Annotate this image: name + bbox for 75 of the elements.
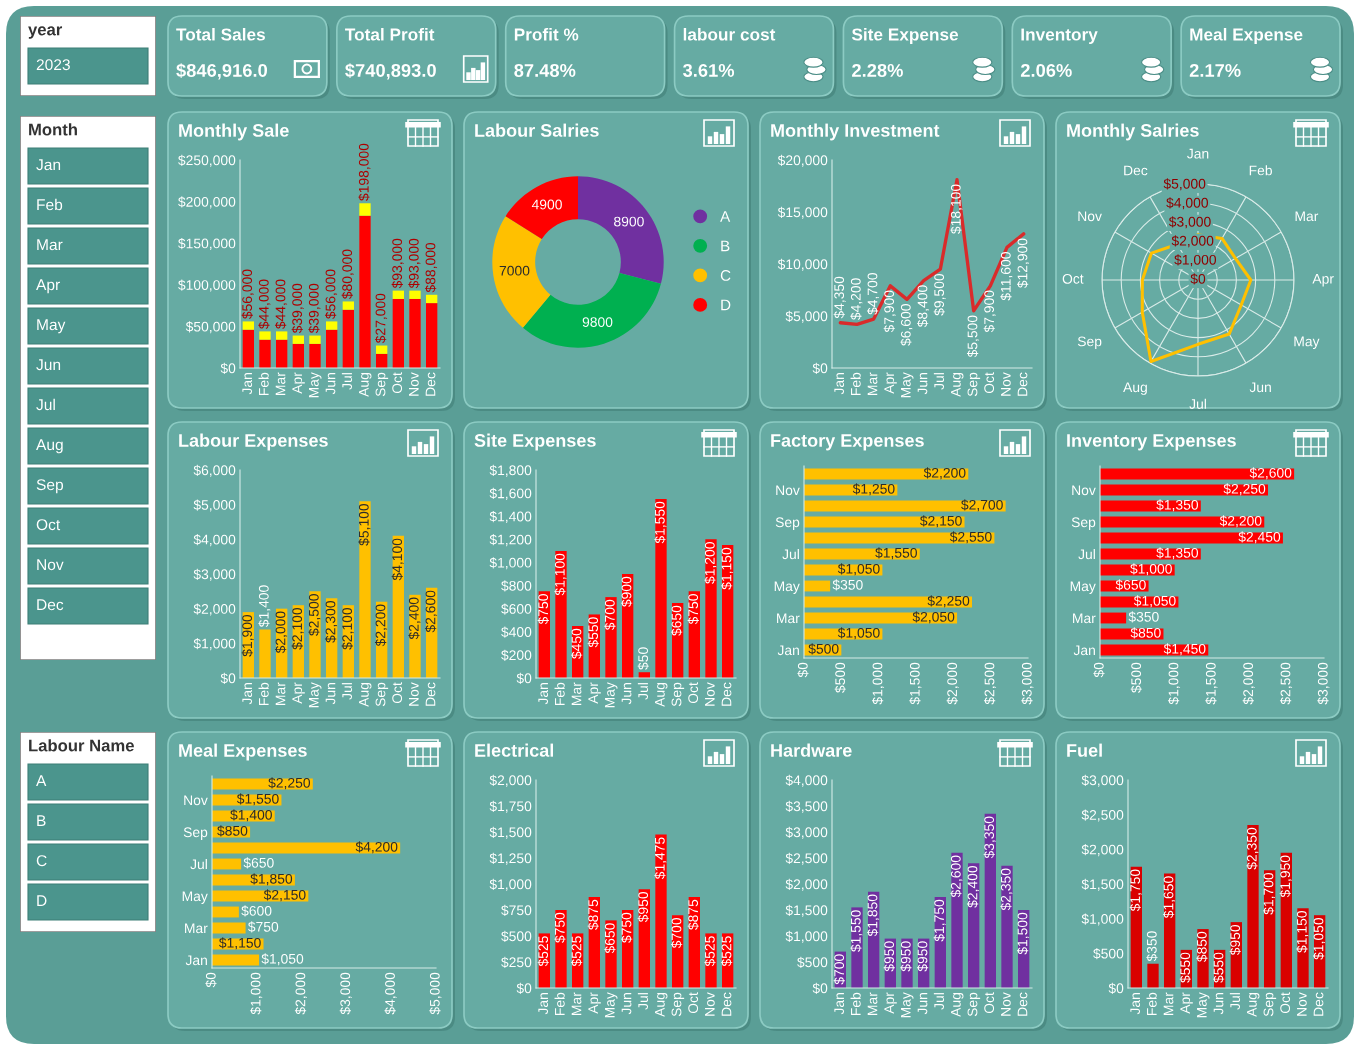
bar [276,331,288,340]
chart-title: Monthly Investment [771,123,940,141]
bar [292,335,304,344]
bar [242,321,254,330]
bar [309,591,321,678]
bar [1001,865,1013,988]
text: 2.17% [1189,63,1241,77]
donut-slice [578,176,664,284]
text: Total Sales [176,27,265,41]
bar [392,298,404,368]
text: labour cost [683,27,776,41]
chart-title: Factory Expenses [771,434,924,451]
bar [426,294,438,304]
chart-title: Fuel [1067,743,1102,757]
bar [605,597,617,678]
bar [212,954,260,966]
chart-title: Electrical [475,743,554,757]
text: Profit % [514,27,579,41]
bar [409,290,421,299]
bar [409,298,421,368]
bar [259,331,271,340]
bar [705,539,717,678]
chart-title: Labour Salries [475,123,599,137]
text: Inventory [1021,28,1098,45]
text: $846,916.0 [176,63,267,80]
text: Labour Name [29,739,134,752]
bar [655,498,667,678]
chart-title: Meal Expenses [179,743,307,761]
bar [292,343,304,368]
donut-slice [492,216,551,328]
text: $740,893.0 [345,63,436,80]
bar [392,290,404,299]
bar [359,215,371,368]
chart-title: Site Expenses [474,433,596,451]
bar [555,910,567,988]
bar [342,309,354,368]
bar [555,550,567,678]
bar [984,813,996,988]
bar [605,920,617,988]
text: 3.61% [682,63,735,77]
donut-slice [522,272,661,348]
bar [1147,963,1159,988]
bar [409,594,421,678]
text: Month [29,123,77,136]
bar [342,301,354,310]
text: Site Expense [851,27,959,45]
text: Total Profit [345,27,435,41]
bar [309,343,321,368]
text: 2.06% [1020,63,1072,77]
bar [426,303,438,368]
bar [655,834,667,988]
bar [951,852,963,988]
bar [326,321,338,330]
text: Meal Expense [1190,27,1303,45]
bar [359,501,371,678]
bar [259,339,271,368]
bar [1247,825,1259,988]
text: 2.28% [852,63,903,77]
bar [1297,908,1309,988]
donut-slice [505,176,578,240]
bar [359,203,371,216]
bar [376,345,388,354]
chart-title: Monthly Sale [179,123,289,141]
bar [259,629,271,678]
bar [242,329,254,368]
bar [212,922,246,934]
text: year [28,26,63,39]
bar [276,339,288,368]
bar [309,335,321,344]
chart-title: Hardware [771,743,852,757]
bar [851,907,863,988]
bar [326,329,338,368]
chart-title: Labour Expenses [179,433,328,451]
text: 87.48% [514,63,576,77]
chart-title: Inventory Expenses [1067,434,1236,451]
